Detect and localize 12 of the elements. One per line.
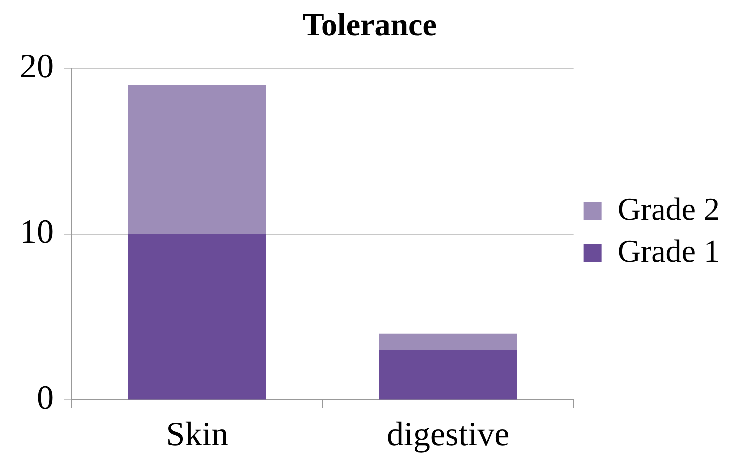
chart-title: Tolerance <box>303 6 437 42</box>
bar <box>379 334 518 350</box>
y-tick-label: 20 <box>20 48 54 86</box>
bar <box>128 84 266 234</box>
bar <box>379 350 518 400</box>
y-tick-label: 10 <box>20 214 54 252</box>
legend-label: Grade 1 <box>618 232 720 269</box>
legend-label: Grade 2 <box>618 190 720 227</box>
x-tick-label: Skin <box>166 416 229 454</box>
y-tick-label: 0 <box>37 380 54 418</box>
x-tick-label: digestive <box>386 416 510 454</box>
bar <box>128 234 266 400</box>
